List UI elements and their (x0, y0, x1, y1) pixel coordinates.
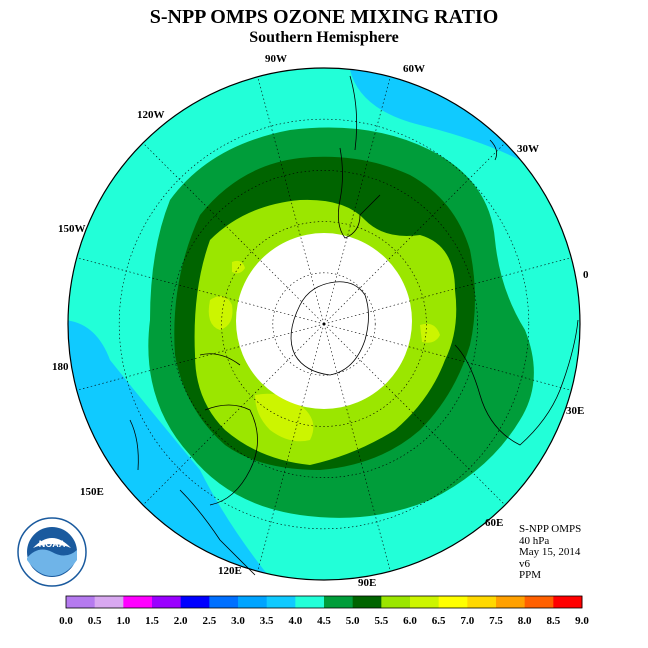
noaa-logo-bird (33, 538, 71, 548)
noaa-logo-text: NOAA (39, 539, 66, 549)
colorbar-swatch (66, 596, 96, 608)
colorbar-tick-label: 6.5 (432, 615, 446, 627)
meridian-line (323, 323, 572, 391)
lon-label-30w: 30W (517, 143, 539, 155)
band-5-5-to-6-0-c (255, 393, 314, 442)
colorbar-swatch (381, 596, 411, 608)
colorbar-swatch (295, 596, 325, 608)
colorbar-tick-label: 7.0 (460, 615, 474, 627)
lon-label-30e: 30E (566, 405, 584, 417)
colorbar-ticks: 0.0 0.5 1.0 1.5 2.0 2.5 3.0 3.5 4.0 4.5 5.0 5.5 6.0 6… (59, 615, 589, 627)
colorbar-swatch (324, 596, 354, 608)
colorbar-swatch (524, 596, 554, 608)
meridian-line (76, 323, 325, 391)
colorbar-swatch (352, 596, 382, 608)
australia-coast (199, 353, 258, 506)
lon-label-150e: 150E (80, 486, 104, 498)
colorbar-border (65, 595, 583, 609)
colorbar-swatch (553, 596, 583, 608)
colorbar-swatch (496, 596, 526, 608)
south-pole-marker (322, 322, 326, 326)
colorbar-tick-label: 4.0 (288, 615, 302, 627)
band-5-5-to-6-0-a (208, 296, 233, 330)
colorbar-tick-label: 1.5 (145, 615, 159, 627)
meridian-line (257, 76, 325, 325)
latitude-circle (272, 272, 376, 376)
colorbar-swatch (123, 596, 153, 608)
colorbar-swatches (65, 595, 583, 609)
meridian-line (323, 323, 506, 506)
colorbar-swatch (467, 596, 497, 608)
noaa-logo-wave (27, 549, 77, 576)
pacific-islands (129, 419, 139, 471)
info-date: May 15, 2014 (519, 546, 581, 558)
meridian-line (142, 323, 325, 506)
band-5-5-to-6-0-d (420, 323, 440, 343)
map-title: S-NPP OMPS OZONE MIXING RATIO (149, 6, 499, 28)
map-subtitle: Southern Hemisphere (249, 29, 399, 46)
coastlines (129, 75, 579, 576)
colorbar-tick-label: 2.5 (202, 615, 216, 627)
meridian-line (257, 323, 325, 572)
colorbar-swatch (209, 596, 239, 608)
lon-label-60e: 60E (485, 517, 503, 529)
polar-night-cap (236, 233, 412, 409)
info-units: PPM (519, 569, 542, 581)
colorbar-tick-label: 0.0 (59, 615, 73, 627)
colorbar-swatch (152, 596, 182, 608)
meridian-line (76, 257, 325, 325)
south-america-west-coast (349, 75, 358, 151)
colorbar-tick-label: 8.5 (546, 615, 560, 627)
new-zealand-coast (179, 489, 256, 576)
lon-label-90w: 90W (265, 53, 287, 65)
colorbar: 0.0 0.5 1.0 1.5 2.0 2.5 3.0 3.5 4.0 4.5 5.0 5.5 6.0 6… (59, 595, 589, 627)
south-america-coast (337, 147, 381, 239)
colorbar-tick-label: 5.5 (374, 615, 388, 627)
colorbar-swatch (266, 596, 296, 608)
colorbar-tick-label: 7.5 (489, 615, 503, 627)
meridian-line (323, 323, 391, 572)
map-boundary (67, 67, 581, 581)
colorbar-swatch (410, 596, 440, 608)
latitude-circle (170, 170, 478, 478)
lon-label-120e: 120E (218, 565, 242, 577)
colorbar-tick-label: 9.0 (575, 615, 589, 627)
noaa-logo: NOAA (17, 517, 87, 587)
latitude-circle (221, 221, 427, 427)
meridian-line (323, 142, 506, 325)
colorbar-tick-label: 6.0 (403, 615, 417, 627)
lon-label-180: 180 (52, 361, 69, 373)
colorbar-tick-label: 4.5 (317, 615, 331, 627)
lon-label-120w: 120W (137, 109, 165, 121)
info-version: v6 (519, 557, 530, 570)
colorbar-tick-label: 8.0 (518, 615, 532, 627)
colorbar-swatch (94, 596, 124, 608)
colorbar-swatch (180, 596, 210, 608)
lon-label-150w: 150W (58, 223, 86, 235)
latitude-circle (118, 118, 530, 530)
africa-coast (454, 319, 579, 446)
meridian-line (323, 76, 391, 325)
colorbar-tick-label: 0.5 (88, 615, 102, 627)
band-5-5-to-6-0-b (232, 260, 245, 274)
colorbar-tick-label: 3.0 (231, 615, 245, 627)
colorbar-tick-label: 2.0 (174, 615, 188, 627)
lon-label-60w: 60W (403, 63, 425, 75)
meridian-line (323, 257, 572, 325)
south-america-east-coast (489, 139, 498, 161)
colorbar-tick-label: 1.0 (116, 615, 130, 627)
lon-label-0: 0 (583, 269, 589, 281)
graticule (76, 76, 572, 572)
colorbar-swatch (238, 596, 268, 608)
meridian-line (142, 142, 325, 325)
info-panel: S-NPP OMPS 40 hPa May 15, 2014 v6 PPM (519, 523, 582, 582)
colorbar-tick-label: 3.5 (260, 615, 274, 627)
info-instrument: S-NPP OMPS (519, 523, 582, 535)
colorbar-swatch (438, 596, 468, 608)
info-level: 40 hPa (519, 534, 550, 547)
antarctica-coast (290, 281, 369, 376)
lon-label-90e: 90E (358, 577, 376, 589)
colorbar-tick-label: 5.0 (346, 615, 360, 627)
